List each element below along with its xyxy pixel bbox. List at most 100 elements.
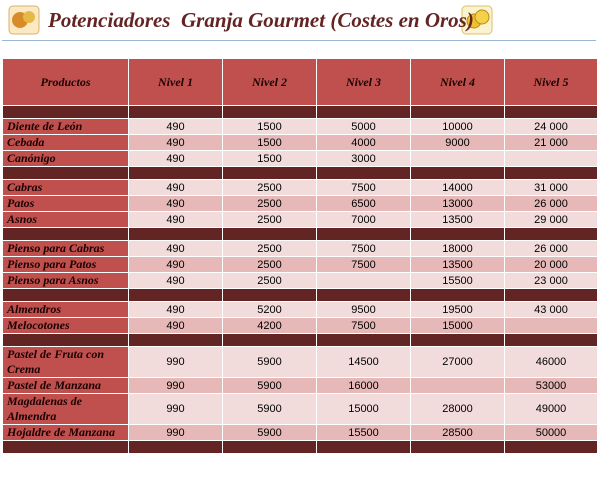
- cost-cell: [504, 150, 597, 167]
- product-cell: Melocotones: [2, 317, 129, 334]
- data-row: Patos 490 2500 6500 13000 26 000: [2, 195, 597, 212]
- product-cell: Pienso para Cabras: [2, 240, 129, 257]
- data-row: Diente de León 490 1500 5000 10000 24 000: [2, 118, 597, 135]
- cost-cell: 490: [128, 150, 223, 167]
- cost-cell: 5000: [316, 118, 411, 135]
- cost-cell: 5900: [222, 424, 317, 441]
- separator-cell: [410, 227, 505, 241]
- cost-cell: 5900: [222, 377, 317, 394]
- cost-cell: 7000: [316, 211, 411, 228]
- cost-cell: 28000: [410, 393, 505, 425]
- cost-cell: 990: [128, 377, 223, 394]
- cost-cell: 490: [128, 256, 223, 273]
- data-row: Melocotones 490 4200 7500 15000: [2, 317, 597, 334]
- separator-cell: [128, 105, 223, 119]
- separator-cell: [2, 166, 129, 180]
- separator-row: [2, 333, 597, 347]
- cost-cell: 2500: [222, 272, 317, 289]
- product-cell: Almendros: [2, 301, 129, 318]
- separator-cell: [128, 288, 223, 302]
- cost-cell: 9000: [410, 134, 505, 151]
- column-header: Nivel 2: [222, 58, 317, 106]
- cost-cell: 1500: [222, 134, 317, 151]
- separator-cell: [316, 166, 411, 180]
- cost-cell: 15500: [316, 424, 411, 441]
- cost-cell: 28500: [410, 424, 505, 441]
- cost-cell: [316, 272, 411, 289]
- icon-left-fruit: [23, 11, 35, 23]
- separator-row: [2, 166, 597, 180]
- product-cell: Cebada: [2, 134, 129, 151]
- cost-table: Productos Nivel 1 Nivel 2 Nivel 3 Nivel 4 Niv…: [2, 58, 597, 454]
- column-header: Nivel 5: [504, 58, 597, 106]
- separator-cell: [2, 440, 129, 454]
- icons: [8, 5, 493, 35]
- separator-row: [2, 288, 597, 302]
- cost-cell: 13500: [410, 256, 505, 273]
- cost-cell: 490: [128, 179, 223, 196]
- icon-coin: [474, 9, 490, 25]
- cost-cell: 13500: [410, 211, 505, 228]
- separator-cell: [222, 333, 317, 347]
- column-header: Productos: [2, 58, 129, 106]
- cost-cell: 26 000: [504, 195, 597, 212]
- product-cell: Pienso para Patos: [2, 256, 129, 273]
- cost-cell: 21 000: [504, 134, 597, 151]
- cost-cell: 990: [128, 393, 223, 425]
- product-cell: Magdalenas de Almendra: [2, 393, 129, 425]
- cost-cell: 13000: [410, 195, 505, 212]
- separator-cell: [410, 440, 505, 454]
- cost-cell: 2500: [222, 211, 317, 228]
- separator-cell: [222, 227, 317, 241]
- separator-cell: [504, 288, 597, 302]
- cost-cell: 990: [128, 346, 223, 378]
- title: Potenciadores Granja Gourmet (Costes en …: [48, 8, 474, 32]
- separator-cell: [410, 333, 505, 347]
- product-cell: Pienso para Asnos: [2, 272, 129, 289]
- separator-row: [2, 105, 597, 119]
- separator-cell: [128, 440, 223, 454]
- cost-cell: 2500: [222, 256, 317, 273]
- product-cell: Cabras: [2, 179, 129, 196]
- cost-cell: 24 000: [504, 118, 597, 135]
- separator-cell: [128, 166, 223, 180]
- cost-cell: 18000: [410, 240, 505, 257]
- separator-cell: [222, 288, 317, 302]
- data-row: Pastel de Fruta con Crema 990 5900 14500 270…: [2, 346, 597, 378]
- cost-cell: 490: [128, 272, 223, 289]
- separator-cell: [504, 105, 597, 119]
- separator-cell: [410, 288, 505, 302]
- cost-cell: 27000: [410, 346, 505, 378]
- separator-cell: [2, 333, 129, 347]
- cost-cell: 2500: [222, 240, 317, 257]
- cost-cell: 46000: [504, 346, 597, 378]
- separator-cell: [222, 105, 317, 119]
- cost-cell: 7500: [316, 179, 411, 196]
- data-row: Pienso para Asnos 490 2500 15500 23 000: [2, 272, 597, 289]
- separator-cell: [316, 288, 411, 302]
- cost-cell: 15000: [316, 393, 411, 425]
- separator-row: [2, 227, 597, 241]
- cost-cell: 5900: [222, 393, 317, 425]
- cost-cell: 43 000: [504, 301, 597, 318]
- separator-cell: [316, 105, 411, 119]
- separator-cell: [410, 105, 505, 119]
- cost-cell: [410, 377, 505, 394]
- header-row: Productos Nivel 1 Nivel 2 Nivel 3 Nivel 4 Niv…: [2, 58, 597, 106]
- data-row: Canónigo 490 1500 3000: [2, 150, 597, 167]
- cost-cell: 23 000: [504, 272, 597, 289]
- product-cell: Hojaldre de Manzana: [2, 424, 129, 441]
- cost-cell: 29 000: [504, 211, 597, 228]
- cost-cell: 1500: [222, 118, 317, 135]
- cost-cell: 490: [128, 118, 223, 135]
- separator-cell: [316, 333, 411, 347]
- cost-cell: 7500: [316, 240, 411, 257]
- cost-cell: 14000: [410, 179, 505, 196]
- cost-cell: 490: [128, 211, 223, 228]
- product-cell: Pastel de Manzana: [2, 377, 129, 394]
- data-row: Pienso para Cabras 490 2500 7500 18000 26 000: [2, 240, 597, 257]
- separator-cell: [128, 227, 223, 241]
- separator-cell: [410, 166, 505, 180]
- cost-cell: 14500: [316, 346, 411, 378]
